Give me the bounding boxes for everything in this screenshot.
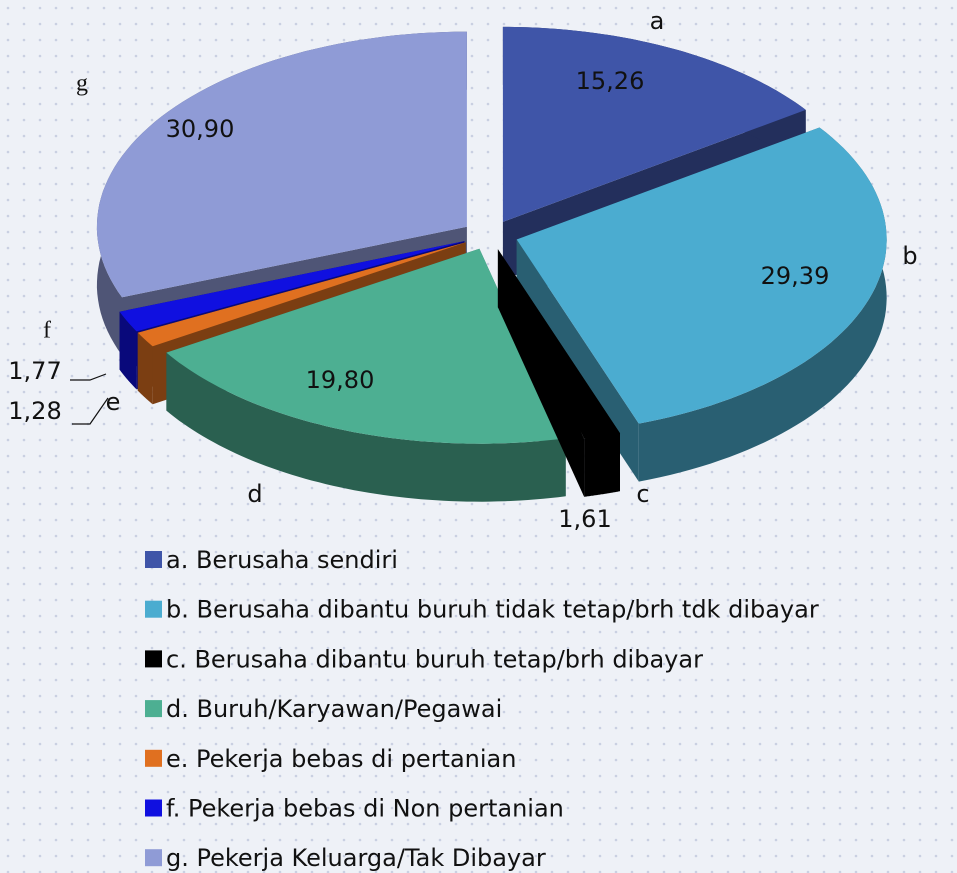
legend-label: a. Berusaha sendiri (166, 546, 398, 574)
legend-label: d. Buruh/Karyawan/Pegawai (166, 695, 502, 723)
leader-line (72, 397, 109, 425)
legend-label: c. Berusaha dibantu buruh tetap/brh diba… (166, 645, 703, 673)
legend-swatch (145, 551, 162, 568)
legend-swatch (145, 600, 162, 618)
slice-side (584, 433, 620, 497)
slice-letter: f (43, 318, 51, 344)
slice-letter: g (76, 71, 88, 97)
slice-side (137, 332, 153, 405)
data-label: 15,26 (576, 67, 645, 95)
slice-letter: c (636, 480, 649, 508)
legend-swatch (145, 700, 162, 718)
slice-letter: b (902, 242, 917, 270)
legend-swatch (145, 799, 162, 817)
slice (96, 31, 467, 298)
legend-swatch (145, 849, 162, 867)
slice (166, 248, 566, 444)
data-label: 29,39 (761, 262, 830, 290)
legend-swatch (145, 650, 162, 668)
data-label: 1,77 (8, 357, 61, 385)
leader-line (70, 373, 107, 381)
slice-side (638, 127, 887, 482)
data-label: 19,80 (306, 366, 375, 394)
slice (119, 241, 465, 332)
data-label: 1,28 (8, 397, 61, 425)
data-label: 1,61 (558, 505, 611, 533)
slice-letter: e (106, 388, 121, 416)
slice (502, 26, 806, 222)
legend-swatch (145, 749, 162, 767)
legend-label: g. Pekerja Keluarga/Tak Dibayar (166, 844, 546, 872)
slice (516, 127, 887, 424)
data-label: 30,90 (166, 115, 235, 143)
slice-letter: d (247, 480, 262, 508)
slice-letter: a (650, 7, 665, 35)
slice (497, 249, 620, 439)
slice-side (119, 311, 137, 390)
legend-label: e. Pekerja bebas di pertanian (166, 745, 516, 773)
legend-label: b. Berusaha dibantu buruh tidak tetap/br… (166, 596, 819, 624)
slice (137, 242, 466, 347)
slice-side (497, 249, 585, 497)
legend-label: f. Pekerja bebas di Non pertanian (166, 795, 564, 823)
slice-side (166, 352, 566, 502)
